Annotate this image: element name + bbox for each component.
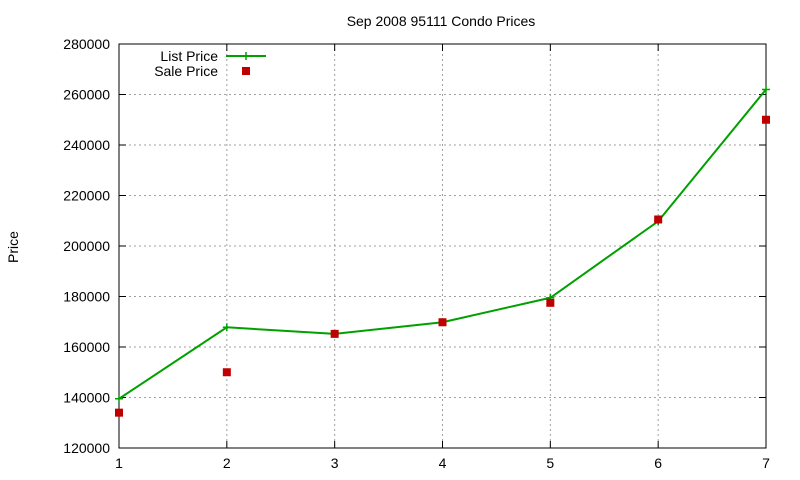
data-point	[222, 323, 231, 332]
data-point	[115, 408, 123, 417]
y-tick-label: 160000	[63, 339, 110, 355]
y-tick-label: 220000	[63, 188, 110, 204]
data-point	[762, 115, 770, 124]
data-point	[330, 329, 339, 338]
series-sale-price	[115, 115, 770, 417]
grid	[119, 44, 766, 448]
x-tick-label: 3	[331, 455, 339, 471]
y-axis-label: Price	[5, 231, 21, 263]
legend-point-swatch	[242, 52, 250, 60]
data-point	[115, 394, 123, 403]
data-point	[654, 215, 663, 224]
data-point	[438, 318, 447, 327]
x-tick-label: 6	[654, 455, 662, 471]
x-tick-label: 5	[546, 455, 554, 471]
y-tick-label: 120000	[63, 440, 110, 456]
data-point	[762, 85, 770, 94]
legend-label: Sale Price	[154, 63, 218, 79]
axes: 120000 140000 160000 180000 200000 220000 2400…	[63, 36, 770, 471]
x-tick-label: 7	[762, 455, 770, 471]
y-tick-label: 200000	[63, 238, 110, 254]
legend-label: List Price	[160, 48, 218, 64]
y-tick-label: 260000	[63, 87, 110, 103]
data-point	[222, 368, 231, 377]
legend-point-swatch	[242, 67, 250, 75]
y-tick-label: 180000	[63, 289, 110, 305]
y-tick-label: 140000	[63, 390, 110, 406]
x-tick-label: 4	[439, 455, 447, 471]
x-tick-label: 1	[115, 455, 123, 471]
y-tick-label: 240000	[63, 137, 110, 153]
y-tick-label: 280000	[63, 36, 110, 52]
chart-title: Sep 2008 95111 Condo Prices	[347, 13, 536, 29]
x-tick-label: 2	[223, 455, 231, 471]
data-point	[546, 298, 555, 307]
series-layer	[115, 85, 770, 417]
